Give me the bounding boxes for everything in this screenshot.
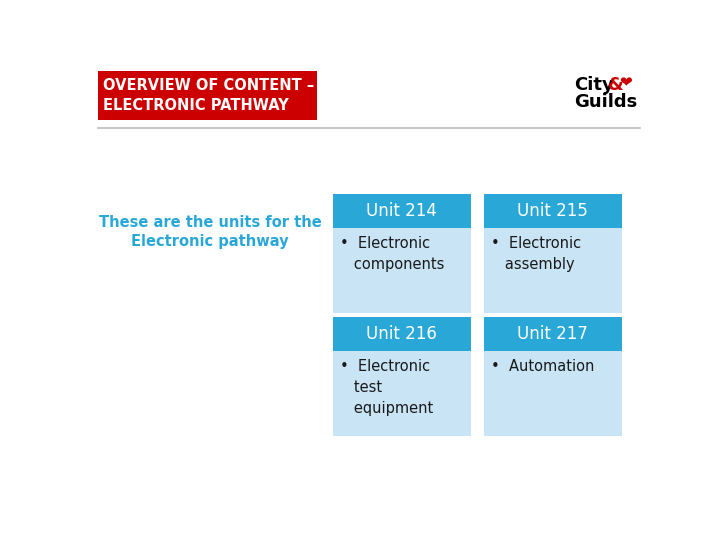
Bar: [484, 194, 621, 228]
Bar: [333, 194, 471, 228]
Bar: [333, 351, 471, 436]
Text: Unit 214: Unit 214: [366, 202, 437, 220]
Bar: [333, 228, 471, 313]
Bar: [333, 318, 471, 351]
Text: These are the units for the: These are the units for the: [99, 215, 322, 231]
Text: Guilds: Guilds: [575, 92, 638, 111]
Text: •  Electronic
   test
   equipment: • Electronic test equipment: [341, 359, 433, 416]
Text: •  Electronic
   components: • Electronic components: [341, 236, 445, 272]
Text: OVERVIEW OF CONTENT –
ELECTRONIC PATHWAY: OVERVIEW OF CONTENT – ELECTRONIC PATHWAY: [103, 78, 315, 113]
Text: Unit 216: Unit 216: [366, 325, 437, 343]
Text: &: &: [608, 76, 624, 93]
Text: Unit 217: Unit 217: [517, 325, 588, 343]
Bar: [484, 318, 621, 351]
Bar: [484, 351, 621, 436]
Text: •  Automation: • Automation: [492, 359, 595, 374]
Text: Electronic pathway: Electronic pathway: [131, 234, 289, 249]
Text: ❤: ❤: [619, 75, 632, 90]
Text: Unit 215: Unit 215: [517, 202, 588, 220]
Bar: [98, 71, 317, 120]
Text: •  Electronic
   assembly: • Electronic assembly: [492, 236, 582, 272]
Bar: [484, 228, 621, 313]
Text: City: City: [575, 76, 614, 93]
